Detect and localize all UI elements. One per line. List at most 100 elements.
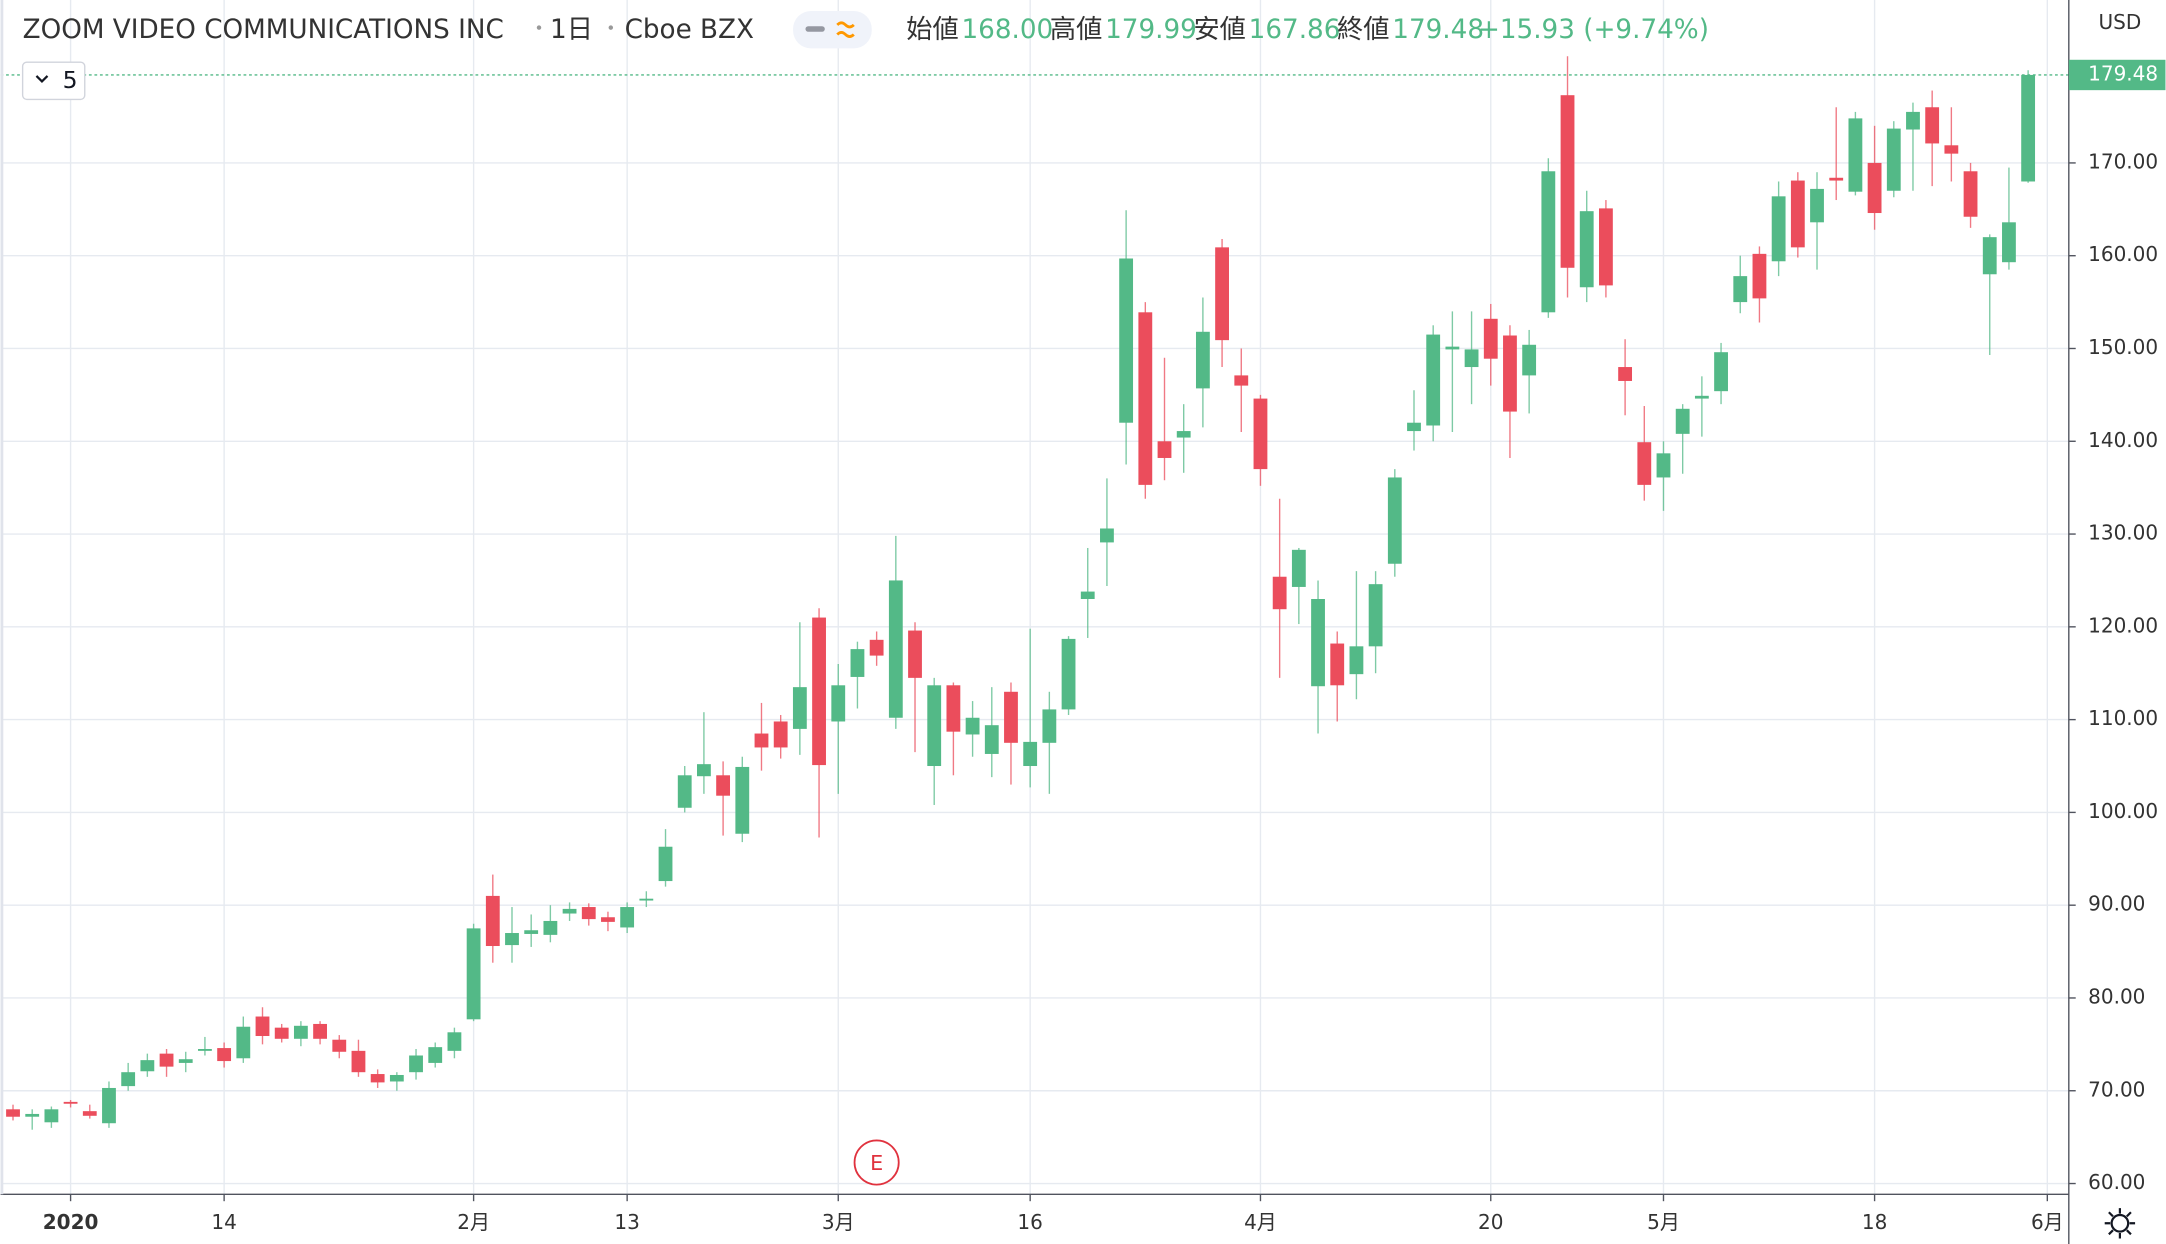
candle-body [293,1025,308,1039]
candle-body [236,1026,251,1059]
settings-icon[interactable] [2104,1208,2136,1239]
candle-body [908,630,922,678]
ohlc-value: 168.00 [961,15,1053,45]
candle-body [1100,528,1114,543]
candle-body [1867,162,1882,214]
candle-body [255,1016,270,1037]
x-tick-label: 16 [1017,1210,1042,1234]
candle-body [1886,128,1901,191]
candle-body [313,1023,327,1039]
ohlc-label: 安値 [1193,15,1245,45]
status-wave [836,21,855,38]
candle-body [25,1113,40,1117]
candle-body [735,766,750,834]
status-pill[interactable] [793,11,872,49]
candle-body [1503,335,1517,412]
candle-body [754,733,769,748]
candle-body [965,717,980,735]
y-tick-label: 90.00 [2088,892,2145,916]
y-tick-label: 100.00 [2088,799,2158,823]
interval: 1日 [550,15,593,45]
status-dash [805,26,825,32]
candle-body [1925,107,1940,144]
candle-body [1656,453,1671,478]
y-tick-label: 130.00 [2088,521,2158,545]
candle-body [1042,709,1057,743]
gear-teeth [2104,1208,2136,1239]
candle-body [1483,318,1498,359]
separator [608,25,614,30]
candle-body [102,1087,116,1124]
candle-body [1119,258,1134,423]
candle-body [1694,395,1709,399]
ohlc-label: 始値 [906,15,958,45]
ohlc-value: 179.48 [1392,15,1484,45]
x-tick-label: 2月 [457,1210,490,1234]
candle-body [524,930,539,934]
candle-body [1464,349,1479,368]
candle-body [1790,180,1805,248]
last-price-box [2068,59,2166,91]
candle-body [1157,441,1172,458]
y-tick-label: 110.00 [2088,706,2158,730]
candle-body [677,775,692,808]
candle-body [505,933,519,946]
candle-body [63,1101,78,1104]
candle-body [217,1048,232,1062]
candle-body [1963,171,1978,217]
candle-body [543,920,558,935]
candle-body [1061,638,1076,710]
candle-body [1906,111,1920,130]
candle-body [447,1032,462,1051]
candle-body [466,928,481,1020]
y-tick-label: 80.00 [2088,984,2145,1008]
candle-body [773,721,788,748]
interval-button[interactable] [21,61,86,101]
candle-body [428,1047,443,1063]
candle-body [601,917,615,922]
candle-body [1560,95,1575,268]
candle-body [389,1074,404,1082]
candle-body [1195,331,1210,389]
candle-body [1579,211,1594,288]
candle-body [1004,691,1018,743]
candle-body [1618,367,1633,381]
axes: 60.00 70.00 80.00 90.00 100.00 110.00 120.00 13… [43,59,2166,1234]
candle-body [1330,643,1345,686]
x-tick-label: 2020 [43,1210,99,1234]
y-tick-label: 160.00 [2088,242,2158,266]
change: +15.93 (+9.74%) [1478,15,1709,45]
candle-body [1848,118,1863,192]
candle-body [1829,177,1844,181]
candle-body [1637,442,1652,485]
candle-body [1810,188,1824,223]
candle-body [1138,312,1153,485]
candle-body [581,907,596,920]
candle-body [831,685,846,722]
candle-body [370,1074,385,1083]
candle-body [140,1060,155,1072]
currency: USD [2099,10,2142,34]
x-tick-label: 4月 [1244,1210,1277,1234]
candle-body [1407,422,1421,432]
event-marker [853,1139,900,1186]
candle-body [927,685,942,767]
interval-value: 5 [63,66,78,94]
ohlc-value: 167.86 [1249,15,1341,45]
candle-body [1599,208,1613,286]
gear [2110,1213,2130,1233]
candle-body [639,898,654,901]
candle-body [1714,352,1728,392]
ohlc-value: 179.99 [1105,15,1197,45]
candle-body [812,617,826,766]
candle-body [1253,398,1268,470]
candle-body [121,1072,136,1087]
candle-body [1675,408,1690,434]
candle-body [946,685,961,732]
candle-body [1752,253,1767,299]
y-tick-label: 70.00 [2088,1077,2145,1101]
ohlc-label: 高値 [1050,15,1102,45]
